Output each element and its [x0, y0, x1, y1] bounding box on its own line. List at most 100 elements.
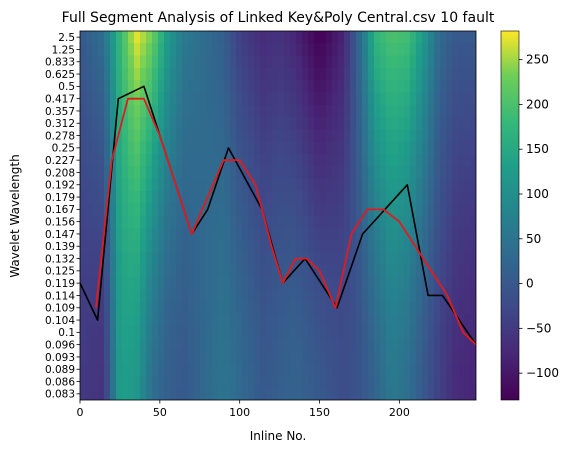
heatmap-cell — [248, 92, 255, 106]
heatmap-cell — [314, 129, 321, 143]
heatmap-cell — [200, 67, 207, 81]
heatmap-cell — [320, 301, 327, 315]
heatmap-cell — [236, 215, 243, 229]
heatmap-cell — [116, 338, 123, 352]
heatmap-cell — [86, 154, 93, 167]
heatmap-cell — [212, 104, 219, 118]
heatmap-cell — [266, 178, 273, 192]
heatmap-cell — [290, 301, 297, 315]
heatmap-cell — [434, 117, 441, 130]
heatmap-cell — [314, 55, 321, 69]
heatmap-cell — [146, 31, 153, 44]
heatmap-cell — [200, 141, 207, 155]
heatmap-cell — [140, 141, 147, 155]
heatmap-cell — [308, 43, 315, 57]
heatmap-cell — [92, 215, 99, 229]
heatmap-cell — [440, 387, 447, 400]
heatmap-cell — [404, 277, 411, 290]
y-tick-label: 0.089 — [45, 364, 75, 376]
heatmap-cell — [470, 203, 476, 217]
heatmap-cell — [128, 190, 135, 204]
heatmap-cell — [140, 227, 147, 241]
heatmap-cell — [428, 154, 435, 167]
heatmap-cell — [308, 277, 315, 290]
heatmap-cell — [140, 240, 147, 253]
heatmap-cell — [332, 31, 339, 44]
y-tick-label: 0.208 — [45, 167, 75, 179]
heatmap-cell — [134, 166, 141, 180]
heatmap-cell — [152, 350, 159, 364]
heatmap-cell — [362, 203, 369, 217]
heatmap-cell — [356, 252, 363, 266]
heatmap-cell — [428, 178, 435, 192]
heatmap-cell — [116, 55, 123, 69]
colorbar-tick-label: 0 — [526, 277, 534, 291]
heatmap-cell — [296, 289, 303, 303]
heatmap-cell — [260, 387, 267, 400]
heatmap-cell — [290, 55, 297, 69]
heatmap-cell — [230, 240, 237, 253]
heatmap-cell — [302, 264, 309, 278]
y-axis-ticks: 2.51.250.8330.6250.50.4170.3570.3120.278… — [45, 32, 80, 401]
heatmap-cell — [320, 129, 327, 143]
heatmap-cell — [176, 338, 183, 352]
heatmap-cell — [404, 154, 411, 167]
heatmap-cell — [164, 375, 171, 389]
heatmap-cell — [266, 80, 273, 94]
heatmap-cell — [218, 338, 225, 352]
heatmap-cell — [470, 240, 476, 253]
heatmap-cell — [248, 141, 255, 155]
heatmap-cell — [428, 129, 435, 143]
heatmap-cell — [200, 129, 207, 143]
heatmap-cell — [302, 277, 309, 290]
heatmap-cell — [80, 31, 87, 44]
heatmap-cell — [224, 326, 231, 340]
heatmap-cell — [434, 387, 441, 400]
heatmap-cell — [206, 80, 213, 94]
heatmap-cell — [308, 313, 315, 327]
heatmap-cell — [278, 166, 285, 180]
heatmap-cell — [170, 252, 177, 266]
heatmap-cell — [188, 92, 195, 106]
heatmap-cell — [422, 301, 429, 315]
heatmap-cell — [104, 55, 111, 69]
heatmap-cell — [380, 264, 387, 278]
heatmap-cell — [206, 154, 213, 167]
heatmap-cell — [260, 227, 267, 241]
heatmap-cell — [422, 215, 429, 229]
heatmap-cell — [140, 154, 147, 167]
heatmap-cell — [446, 252, 453, 266]
heatmap-cell — [116, 264, 123, 278]
heatmap-cell — [452, 141, 459, 155]
heatmap-cell — [410, 252, 417, 266]
heatmap-cell — [350, 289, 357, 303]
heatmap-cell — [326, 92, 333, 106]
heatmap-cell — [296, 117, 303, 130]
heatmap-cell — [302, 80, 309, 94]
heatmap-cell — [332, 252, 339, 266]
heatmap-cell — [434, 166, 441, 180]
heatmap-cell — [278, 215, 285, 229]
heatmap-cell — [194, 67, 201, 81]
heatmap-cell — [290, 240, 297, 253]
heatmap-cell — [296, 313, 303, 327]
heatmap-cell — [140, 326, 147, 340]
heatmap-cell — [260, 363, 267, 376]
heatmap-cell — [314, 240, 321, 253]
heatmap-cell — [254, 289, 261, 303]
heatmap-cell — [368, 350, 375, 364]
heatmap-cell — [116, 190, 123, 204]
heatmap-cell — [440, 55, 447, 69]
heatmap-cell — [128, 289, 135, 303]
heatmap-cell — [404, 289, 411, 303]
heatmap-cell — [398, 313, 405, 327]
heatmap-cell — [236, 55, 243, 69]
heatmap-cell — [128, 363, 135, 376]
heatmap-cell — [128, 387, 135, 400]
heatmap-cell — [452, 240, 459, 253]
heatmap-cell — [242, 301, 249, 315]
heatmap-cell — [236, 92, 243, 106]
heatmap-cell — [374, 154, 381, 167]
heatmap-cell — [398, 375, 405, 389]
heatmap-cell — [260, 80, 267, 94]
